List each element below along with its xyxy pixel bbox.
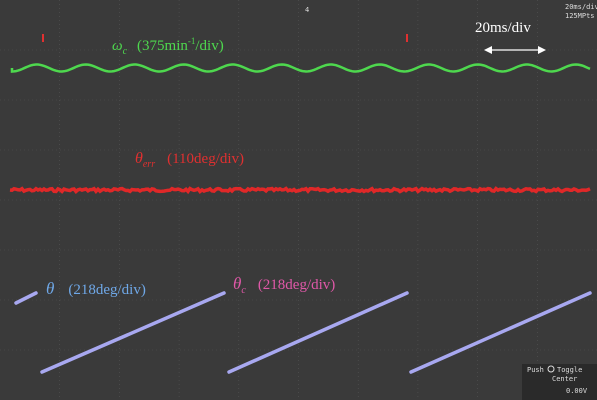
sample-rate: 125MPts bbox=[565, 12, 595, 20]
timebase: 20ms/div bbox=[565, 3, 597, 11]
scale: (110deg/div) bbox=[167, 151, 244, 167]
symbol: ω bbox=[112, 38, 123, 54]
offset-text: 0.00V bbox=[566, 387, 588, 395]
scale: (218deg/div) bbox=[68, 282, 145, 298]
center-text: Center bbox=[552, 375, 577, 383]
symbol: θ bbox=[46, 279, 54, 298]
scale: (375min bbox=[137, 38, 188, 54]
toggle-text: Toggle bbox=[557, 366, 582, 374]
scale: (218deg/div) bbox=[258, 277, 335, 293]
push-text: Push bbox=[527, 366, 544, 374]
superscript: -1 bbox=[188, 36, 196, 46]
time-annotation: 20ms/div bbox=[475, 20, 531, 36]
subscript: c bbox=[123, 46, 128, 57]
scale-suffix: /div) bbox=[195, 38, 223, 54]
symbol: θ bbox=[135, 150, 143, 167]
scope-screen: 4 20ms/div 125MPts 20ms/div ωc(375min-1/… bbox=[0, 0, 597, 400]
error-trace bbox=[10, 189, 590, 192]
marker: 4 bbox=[305, 6, 309, 14]
subscript: err bbox=[143, 159, 155, 170]
subscript: c bbox=[241, 285, 246, 296]
symbol: θ bbox=[233, 274, 241, 293]
